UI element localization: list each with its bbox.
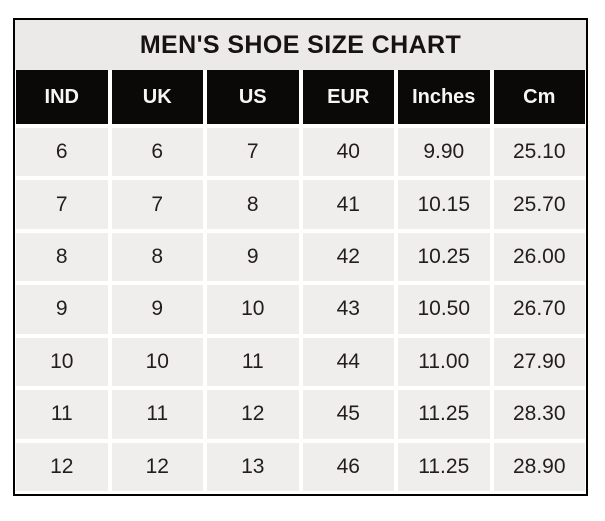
- table-cell: 25.10: [493, 128, 585, 177]
- table-cell: 44: [302, 337, 394, 387]
- table-cell: 46: [302, 442, 394, 491]
- table-cell: 26.00: [493, 232, 585, 282]
- table-cell: 6: [111, 128, 203, 177]
- column-header-us: US: [207, 70, 299, 124]
- table-cell: 11.00: [398, 337, 490, 387]
- table-cell: 13: [207, 442, 299, 491]
- table-cell: 10: [111, 337, 203, 387]
- table-cell: 10.25: [398, 232, 490, 282]
- table-cell: 7: [111, 180, 203, 229]
- table-cell: 12: [111, 442, 203, 491]
- table-cell: 11.25: [398, 390, 490, 439]
- table-cell: 28.90: [493, 442, 585, 491]
- table-cell: 6: [16, 128, 108, 177]
- table-cell: 42: [302, 232, 394, 282]
- table-cell: 7: [207, 128, 299, 177]
- column-header-eur: EUR: [302, 70, 394, 124]
- column-header-uk: UK: [111, 70, 203, 124]
- table-cell: 10: [207, 285, 299, 334]
- table-cell: 43: [302, 285, 394, 334]
- table-cell: 8: [16, 232, 108, 282]
- table-cell: 11.25: [398, 442, 490, 491]
- table-cell: 28.30: [493, 390, 585, 439]
- table-cell: 11: [111, 390, 203, 439]
- column-header-inches: Inches: [398, 70, 490, 124]
- table-cell: 11: [16, 390, 108, 439]
- table-cell: 9.90: [398, 128, 490, 177]
- table-cell: 10: [16, 337, 108, 387]
- table-cell: 7: [16, 180, 108, 229]
- table-cell: 45: [302, 390, 394, 439]
- table-cell: 12: [207, 390, 299, 439]
- table-cell: 25.70: [493, 180, 585, 229]
- table-cell: 9: [207, 232, 299, 282]
- table-cell: 27.90: [493, 337, 585, 387]
- table-cell: 10.50: [398, 285, 490, 334]
- table-cell: 40: [302, 128, 394, 177]
- table-cell: 8: [207, 180, 299, 229]
- table-cell: 41: [302, 180, 394, 229]
- table-cell: 26.70: [493, 285, 585, 334]
- column-header-ind: IND: [16, 70, 108, 124]
- table-cell: 10.15: [398, 180, 490, 229]
- table-cell: 9: [16, 285, 108, 334]
- column-header-cm: Cm: [493, 70, 585, 124]
- size-table: IND UK US EUR Inches Cm 6 6 7 40 9.90 25…: [15, 70, 586, 494]
- table-cell: 12: [16, 442, 108, 491]
- table-cell: 9: [111, 285, 203, 334]
- shoe-size-chart: MEN'S SHOE SIZE CHART IND UK US EUR Inch…: [13, 18, 588, 496]
- table-cell: 8: [111, 232, 203, 282]
- chart-title: MEN'S SHOE SIZE CHART: [15, 20, 586, 70]
- table-cell: 11: [207, 337, 299, 387]
